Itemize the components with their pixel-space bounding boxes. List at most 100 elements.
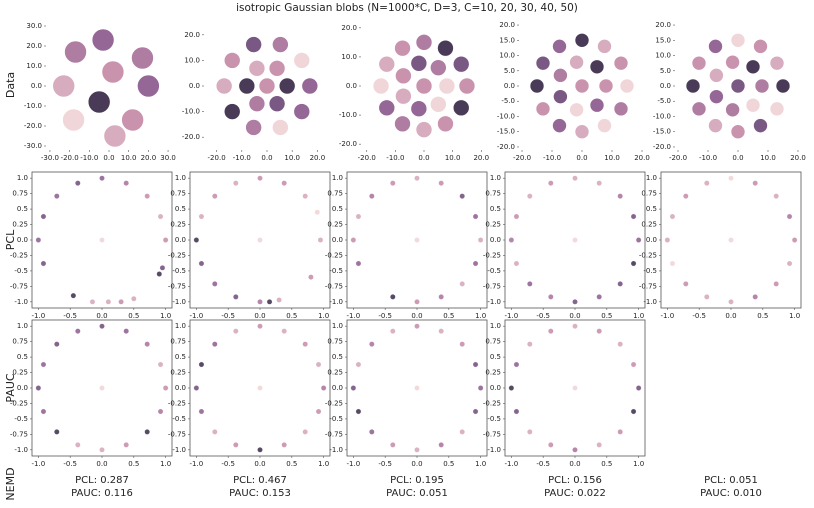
point [233,328,239,334]
y-tick-label: -0.25 [168,251,186,259]
y-tick-label: 0.0 [660,82,671,90]
point [630,260,637,267]
cluster [753,118,768,133]
y-tick-label: 20.0 [184,31,200,39]
y-tick-label: -1.0 [643,298,657,306]
cluster [569,102,584,118]
cluster [378,55,396,73]
x-tick-label: 0.0 [569,312,580,320]
y-tick-label: 0.0 [175,236,186,244]
x-tick-label: -1.0 [32,460,46,468]
cluster [258,77,276,95]
point [683,281,689,287]
x-tick-label: -10.0 [80,154,98,162]
point [728,237,734,243]
y-tick-label: -10.0 [339,111,357,119]
point [281,180,287,186]
x-tick-label: -0.5 [221,460,235,468]
y-tick-label: 0.75 [170,190,186,198]
x-tick-label: 0.0 [732,154,743,162]
point [596,442,602,448]
y-tick-label: 5.0 [504,67,515,75]
x-tick-label: 20.0 [310,154,326,162]
x-tick-label: -10.0 [699,154,717,162]
point [212,193,218,199]
point [257,323,263,329]
y-tick-label: 20.0 [499,21,515,29]
y-tick-label: 10.0 [655,52,671,60]
y-tick-label: 30.0 [26,22,42,30]
point [75,180,81,186]
y-tick-label: 0.25 [327,369,343,377]
point [728,175,734,181]
x-tick-label: 10.0 [284,154,300,162]
point [233,294,239,300]
point [198,213,205,220]
x-tick-label: 1.0 [475,460,486,468]
cluster [597,118,612,133]
y-tick-label: 0.75 [485,338,501,346]
nemd-pauc: PAUC: 0.051 [386,488,448,499]
nemd-pcl: PCL: 0.156 [548,475,602,486]
nemd-pauc: PAUC: 0.010 [700,488,762,499]
point [472,260,479,267]
point [548,180,554,186]
x-tick-label: -0.5 [536,312,550,320]
cluster [730,124,746,140]
point [752,180,758,186]
y-tick-label: 0.25 [170,221,186,229]
y-tick-label: 0.0 [17,236,28,244]
cluster [730,32,746,48]
y-tick-label: 0.75 [327,338,343,346]
y-tick-label: 0.25 [485,221,501,229]
cluster [452,99,470,117]
y-tick-label: 5.0 [660,67,671,75]
cluster [754,78,770,94]
point [459,429,465,435]
x-tick-label: -30.0 [41,154,59,162]
x-tick-label: 1.0 [160,460,171,468]
x-tick-label: 20.0 [634,154,650,162]
cluster [410,100,428,117]
y-tick-label: -0.5 [14,415,28,423]
cluster [437,115,454,133]
point [99,385,105,391]
y-tick-label: -0.25 [325,251,343,259]
y-tick-label: 0.5 [490,205,501,213]
point [390,328,396,334]
y-tick-label: -0.25 [483,399,501,407]
x-tick-label: -0.5 [378,312,392,320]
cluster [769,101,785,117]
point [212,281,218,287]
y-tick-label: -0.5 [14,267,28,275]
point [438,294,444,300]
point [508,237,515,243]
x-tick-label: 20.0 [790,154,806,162]
y-tick-label: 0.25 [12,369,28,377]
point [414,323,420,329]
point [548,294,554,300]
x-tick-label: 1.0 [633,312,644,320]
x-tick-label: 10.0 [760,154,776,162]
cluster [725,102,740,118]
point [704,180,710,186]
cluster [691,101,707,117]
nemd-pauc: PAUC: 0.116 [71,488,133,499]
cluster [574,32,590,48]
point [390,180,396,186]
cluster [708,39,723,54]
x-tick-label: 0.5 [128,312,139,320]
point [527,429,533,435]
cluster [553,89,568,104]
cluster [452,55,470,73]
y-tick-label: -0.25 [10,251,28,259]
point [198,361,205,368]
point [99,447,105,453]
y-tick-label: -1.0 [14,446,28,454]
y-tick-label: 0.0 [332,384,343,392]
x-tick-label: 0.0 [411,460,422,468]
cluster [394,39,411,57]
cluster [708,118,723,133]
x-tick-label: -0.5 [63,460,77,468]
point [390,442,396,448]
